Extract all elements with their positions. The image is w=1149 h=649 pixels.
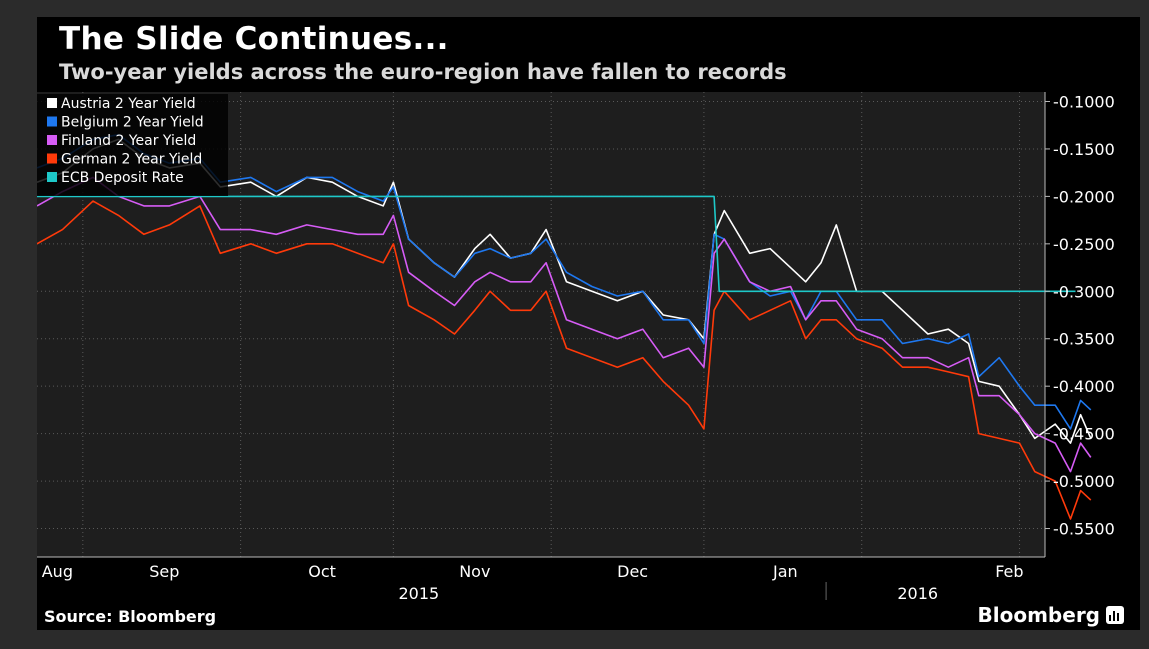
y-tick-label: -0.2000 [1053, 187, 1115, 206]
x-tick-label: Dec [617, 562, 648, 581]
series-lines [37, 133, 1092, 520]
year-label: 2016 [897, 584, 938, 600]
legend-label: Austria 2 Year Yield [61, 96, 196, 112]
legend-swatch [47, 153, 57, 164]
series-line-austria-2-year-yield [37, 138, 1092, 444]
x-tick-label: Nov [459, 562, 490, 581]
legend-swatch [47, 116, 57, 127]
series-line-belgium-2-year-yield [37, 133, 1092, 430]
brand-logo: Bloomberg [978, 603, 1124, 627]
y-tick-label: -0.2500 [1053, 235, 1115, 254]
bloomberg-chart-icon [1106, 606, 1124, 624]
chart-frame: The Slide Continues... Two-year yields a… [37, 17, 1140, 630]
y-tick-label: -0.4500 [1053, 425, 1115, 444]
legend-swatch [47, 98, 57, 108]
legend: Austria 2 Year Yield Belgium 2 Year Yield… [37, 94, 228, 196]
y-tick-label: -0.1000 [1053, 92, 1115, 111]
line-chart: -0.1000 -0.1500 -0.2000 -0.2500 -0.3000 -0.35… [37, 92, 1115, 600]
brand-name: Bloomberg [977, 603, 1100, 627]
legend-label: Belgium 2 Year Yield [61, 115, 204, 131]
chart-subtitle: Two-year yields across the euro-region h… [59, 60, 787, 84]
y-tick-label: -0.5500 [1053, 520, 1115, 539]
x-axis: Aug Sep Oct Nov Dec Jan Feb 2015 2016 [37, 556, 1045, 600]
y-tick-label: -0.4000 [1053, 377, 1115, 396]
series-line-german-2-year-yield [37, 200, 1092, 520]
y-tick-label: -0.3000 [1053, 282, 1115, 301]
y-tick-label: -0.5000 [1053, 472, 1115, 491]
series-line-ecb-deposit-rate [37, 195, 1076, 293]
chart-title: The Slide Continues... [59, 21, 449, 57]
legend-swatch [47, 135, 57, 145]
year-label: 2015 [398, 584, 439, 600]
x-tick-label: Feb [995, 562, 1023, 581]
legend-label: German 2 Year Yield [61, 152, 202, 168]
legend-swatch [47, 172, 57, 182]
y-tick-label: -0.1500 [1053, 140, 1115, 159]
x-tick-label: Oct [308, 562, 336, 581]
legend-label: ECB Deposit Rate [61, 170, 184, 186]
legend-background [37, 94, 228, 196]
y-axis: -0.1000 -0.1500 -0.2000 -0.2500 -0.3000 -0.35… [1044, 92, 1115, 557]
series-line-finland-2-year-yield [37, 176, 1092, 473]
y-tick-label: -0.3500 [1053, 330, 1115, 349]
legend-label: Finland 2 Year Yield [61, 133, 196, 149]
x-tick-label: Jan [772, 562, 798, 581]
x-tick-label: Sep [149, 562, 179, 581]
x-tick-label: Aug [42, 562, 73, 581]
source-note: Source: Bloomberg [44, 607, 217, 626]
